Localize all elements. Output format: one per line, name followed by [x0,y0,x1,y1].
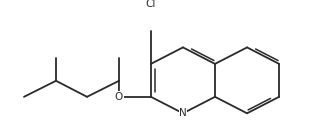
Text: Cl: Cl [146,0,156,9]
Text: O: O [115,92,123,102]
Text: N: N [179,108,187,118]
